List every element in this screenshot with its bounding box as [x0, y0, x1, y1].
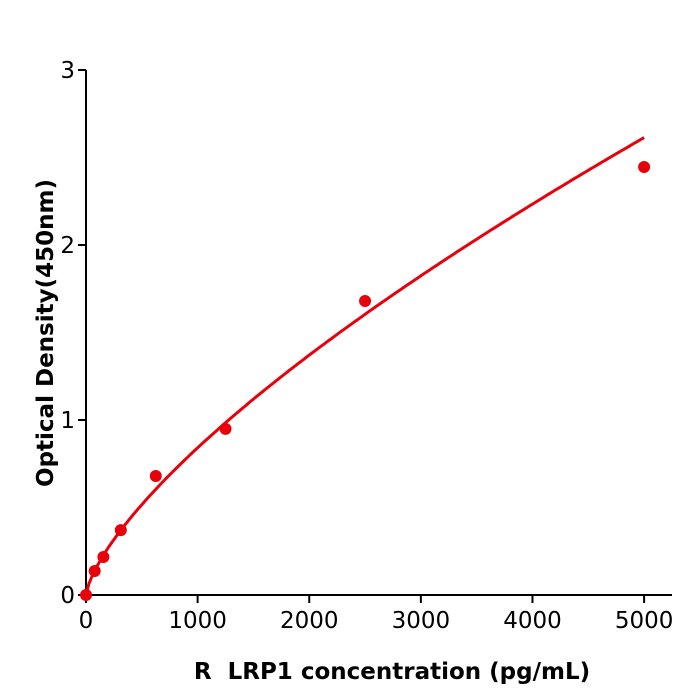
- x-tick-label: 5000: [615, 608, 674, 634]
- fit-curve: [84, 136, 645, 596]
- data-point: [97, 551, 110, 564]
- y-tick-label: 3: [60, 58, 75, 84]
- axes: 0 1000 2000 3000 4000 5000 0 1 2 3: [60, 58, 673, 634]
- x-tick-label: 3000: [392, 608, 451, 634]
- y-tick-label: 1: [60, 408, 75, 434]
- x-tick-label: 2000: [280, 608, 339, 634]
- data-point: [359, 295, 372, 307]
- y-axis-label: Optical Density(450nm): [33, 179, 59, 487]
- x-axis-label: R LRP1 concentration (pg/mL): [194, 659, 590, 685]
- x-tick-label: 1000: [168, 608, 227, 634]
- data-point: [88, 565, 101, 578]
- y-tick-label: 0: [60, 583, 75, 609]
- x-tick-label: 0: [79, 608, 94, 634]
- y-tick-label: 2: [60, 233, 75, 259]
- x-tick-label: 4000: [503, 608, 562, 634]
- data-point: [114, 524, 127, 537]
- data-point: [219, 422, 232, 435]
- data-point: [638, 160, 651, 173]
- data-points: [80, 160, 651, 601]
- data-point: [149, 470, 162, 482]
- data-point: [80, 589, 92, 601]
